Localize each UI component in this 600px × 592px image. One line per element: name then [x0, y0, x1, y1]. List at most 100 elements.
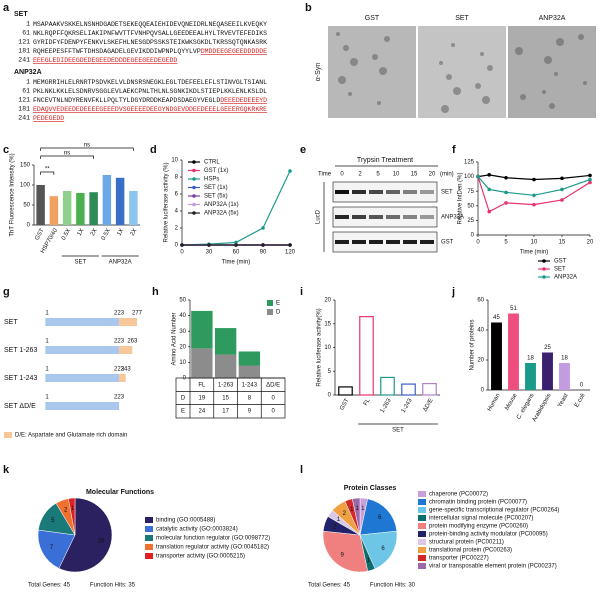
sequence-acidic: PEDEGEDD	[33, 115, 64, 122]
series-line	[477, 176, 591, 196]
residue-mark: 223	[114, 311, 125, 317]
bar-segment	[191, 310, 213, 349]
gel-row-label: GST	[441, 240, 454, 246]
bar	[89, 192, 98, 225]
legend-label: catalytic activity (GO:0003824)	[156, 527, 238, 533]
slice-label: 1	[71, 506, 75, 512]
y-axis-label: Amino Acid Number	[172, 312, 178, 365]
residue-mark: 1	[45, 339, 49, 345]
x-tick-label: 10	[531, 240, 538, 246]
table-value: 15	[222, 396, 229, 402]
residue-number: 121	[18, 97, 30, 104]
residue-number: 241	[18, 57, 30, 64]
legend-marker	[192, 177, 196, 181]
series-line	[477, 174, 591, 181]
x-tick-label: 0	[180, 250, 184, 256]
aggregate	[338, 76, 346, 84]
aggregate	[343, 45, 349, 51]
legend-label: transporter (PC00227)	[429, 556, 489, 562]
table-value: 19	[199, 396, 206, 402]
y-tick-label: 40	[477, 328, 484, 334]
x-tick-label: Yeast	[557, 393, 570, 409]
pie-footer: Function Hits: 35	[90, 583, 136, 589]
y-tick-label: 0	[175, 243, 179, 249]
series-line	[477, 176, 591, 213]
aggregate	[549, 103, 555, 109]
legend-label: translation regulator activity (GO:00451…	[156, 545, 269, 551]
legend-label: SET (1x)	[204, 185, 228, 191]
x-tick-label: GST	[339, 398, 351, 412]
gel-band	[420, 190, 434, 194]
bar	[76, 193, 85, 225]
gel-band	[352, 240, 366, 244]
group-label: SET	[392, 428, 404, 434]
point	[588, 180, 592, 185]
core-domain	[45, 374, 120, 382]
legend-swatch	[418, 563, 426, 569]
y-tick-label: 20	[324, 298, 331, 304]
x-tick-label: 90	[260, 250, 267, 256]
legend-swatch	[418, 531, 426, 537]
acidic-domain	[119, 318, 137, 326]
aggregate	[336, 32, 340, 36]
group-label: ANP32A	[109, 260, 132, 266]
y-tick-label: 2	[175, 226, 179, 232]
x-tick-label: 30	[206, 250, 213, 256]
legend-label: protein modifying enzyme (PC00260)	[429, 524, 528, 530]
value-label: 25	[544, 345, 551, 351]
domain-legend: D/E: Aspartate and Glutamate rich domain	[15, 433, 127, 439]
image-label: SET	[455, 15, 469, 22]
legend-swatch	[267, 300, 273, 306]
aggregate	[487, 65, 493, 71]
aggregate	[578, 34, 584, 40]
residue-number: 1	[26, 21, 30, 28]
panel-label: k	[3, 464, 10, 476]
sequence-acidic: DEEEDEDEEEYD	[220, 97, 267, 104]
gel-band	[369, 240, 383, 244]
panel-label: a	[3, 2, 10, 14]
point	[588, 177, 592, 182]
residue-mark: 277	[132, 311, 143, 317]
aggregate	[439, 61, 443, 65]
y-tick-label: 20	[477, 358, 484, 364]
aggregate	[384, 36, 390, 42]
y-tick-label: 50	[23, 203, 30, 209]
y-tick-label: 10	[179, 360, 186, 366]
gel-band	[369, 190, 383, 194]
y-tick-label: 50	[467, 203, 474, 209]
x-tick-label: 1X	[116, 228, 125, 237]
sequence-acidic: DMDDEEGEGEEDDDDDE	[201, 48, 267, 55]
gel-title: Trypsin Treatment	[357, 157, 413, 164]
legend-label: chaperone (PC00072)	[429, 492, 488, 498]
significance: ns	[84, 143, 90, 149]
legend-swatch	[145, 517, 153, 523]
gel-band	[335, 190, 349, 194]
legend-swatch	[418, 523, 426, 529]
legend-label: ANP32A (5x)	[204, 211, 239, 217]
table-value: 8	[248, 396, 252, 402]
y-tick-label: 0	[27, 223, 31, 229]
legend-swatch	[418, 507, 426, 513]
aggregate	[453, 87, 461, 95]
legend-label: gene-specific transcriptional regulator …	[429, 508, 559, 514]
sequence-line: EDAQVVEDEEDEDEEEEGEEEDVSGEEEEDEEGYNDGEVD…	[33, 106, 267, 113]
bar	[401, 383, 416, 396]
pie-slice	[58, 497, 113, 573]
bar	[491, 322, 502, 390]
aggregate	[515, 47, 523, 55]
table-value: 9	[248, 409, 252, 415]
bar-segment	[238, 365, 261, 378]
pie-footer: Total Genes: 45	[308, 583, 351, 589]
slice-label: 7	[50, 545, 54, 551]
x-tick-label: 60	[233, 250, 240, 256]
x-tick-label: 2X	[90, 228, 99, 237]
y-tick-label: 20	[179, 344, 186, 350]
gel-band	[420, 215, 434, 219]
bar-segment	[214, 354, 237, 378]
x-tick-label: 0.5X	[101, 228, 112, 242]
aggregate	[482, 96, 490, 104]
sequence-acidic: EDAQVVEDEEDEDEEEEGEEEDVSGEEEEDEEGYNDGEVD…	[33, 106, 267, 113]
legend-swatch	[145, 526, 153, 532]
pie-slice	[68, 497, 76, 536]
